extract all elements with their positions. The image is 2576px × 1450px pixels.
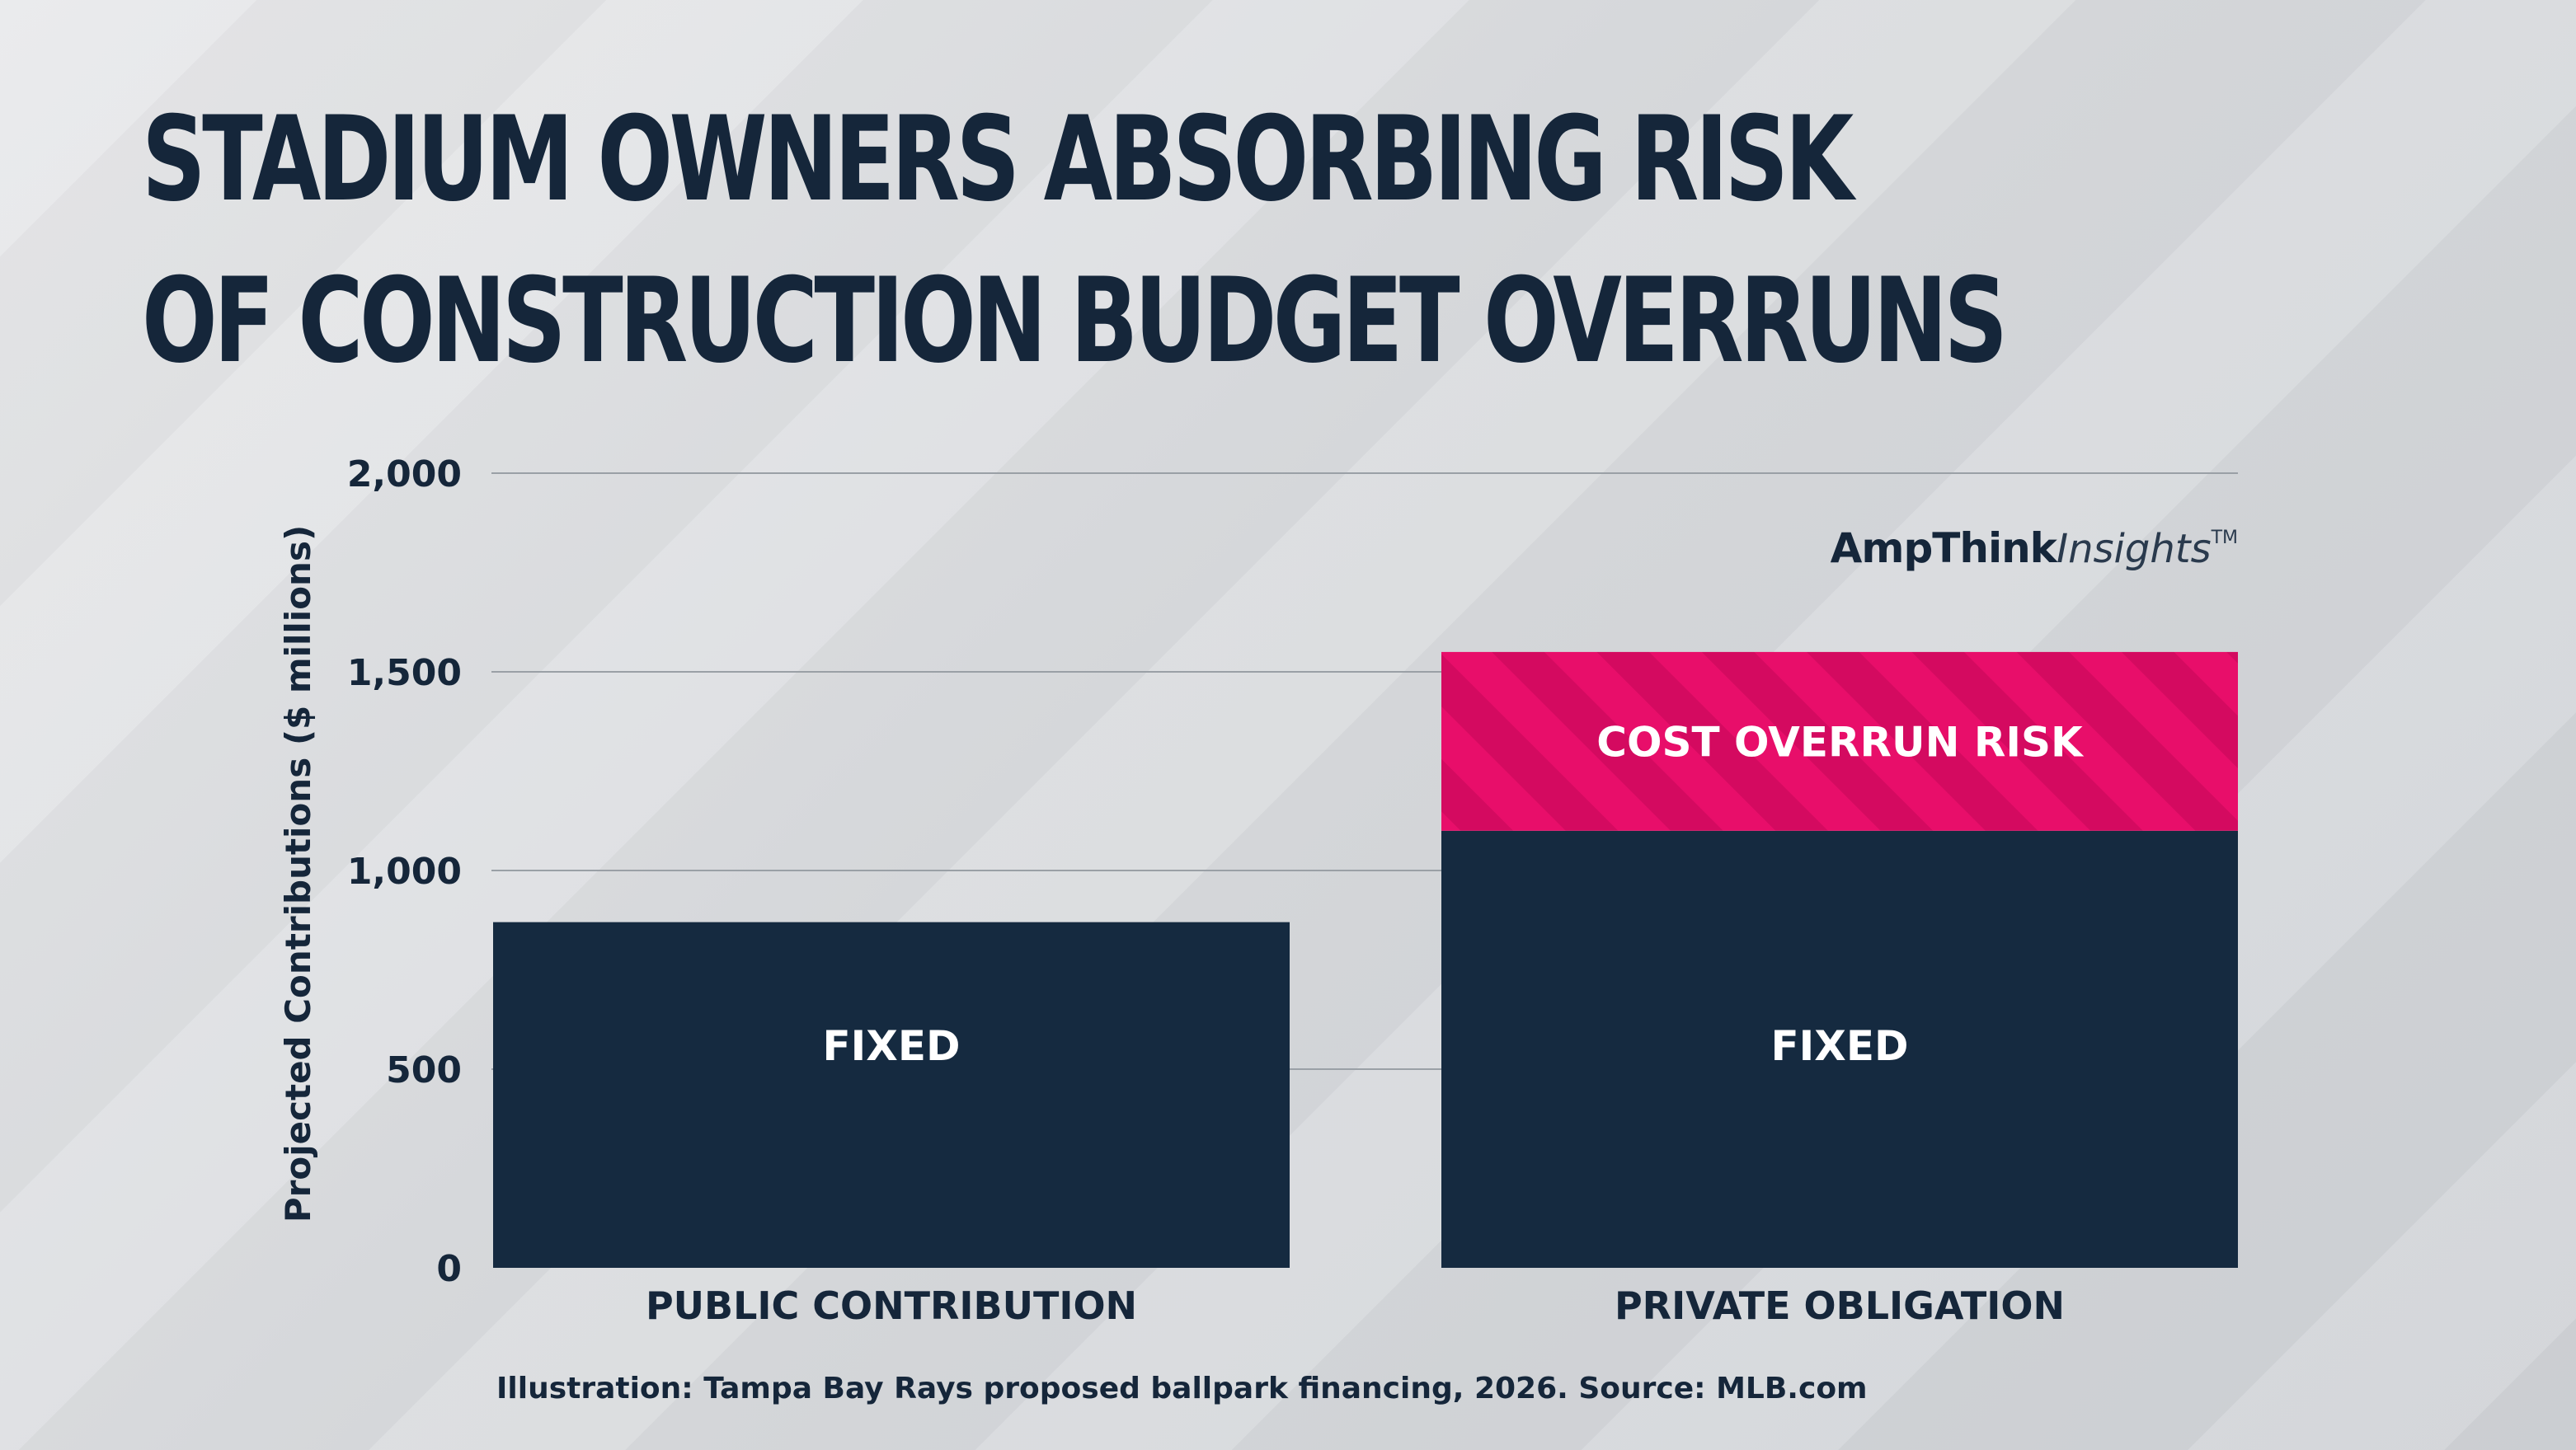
y-tick-label: 500 [386,1049,462,1091]
y-tick-label: 1,000 [347,851,462,893]
y-tick-label: 1,500 [347,652,462,694]
bar-segment-label: COST OVERRUN RISK [1596,718,2085,766]
y-tick-label: 0 [436,1248,462,1290]
bar-labels: FIXED FIXED COST OVERRUN RISK [823,718,2085,1070]
bar-segment-fixed [1441,830,2238,1268]
bar-segment-label: FIXED [1771,1022,1909,1070]
y-axis-label: Projected Contributions ($ millions) [278,525,318,1222]
amp-think-logo: AmpThinkInsightsTM [1831,524,2238,572]
x-category-label: PUBLIC CONTRIBUTION [646,1283,1137,1328]
y-axis-ticks: 0 500 1,000 1,500 2,000 [347,453,462,1290]
bar-segment-cost-overrun-risk [1441,651,2238,831]
title-line-1: STADIUM OWNERS ABSORBING RISK [142,92,1854,228]
bars [493,651,2238,1268]
y-tick-label: 2,000 [347,453,462,495]
title-line-2: OF CONSTRUCTION BUDGET OVERRUNS [142,253,2008,389]
logo-brand: AmpThink [1830,524,2057,572]
x-category-label: PRIVATE OBLIGATION [1615,1283,2065,1328]
page-title: STADIUM OWNERS ABSORBING RISK OF CONSTRU… [142,79,2008,402]
bar-segment-fixed [493,922,1290,1268]
logo-insights: Insights [2056,526,2212,572]
logo-tm: TM [2211,528,2238,548]
x-axis-categories: PUBLIC CONTRIBUTION PRIVATE OBLIGATION [646,1283,2065,1328]
source-note: Illustration: Tampa Bay Rays proposed ba… [496,1372,1868,1405]
bar-segment-label: FIXED [823,1022,961,1070]
